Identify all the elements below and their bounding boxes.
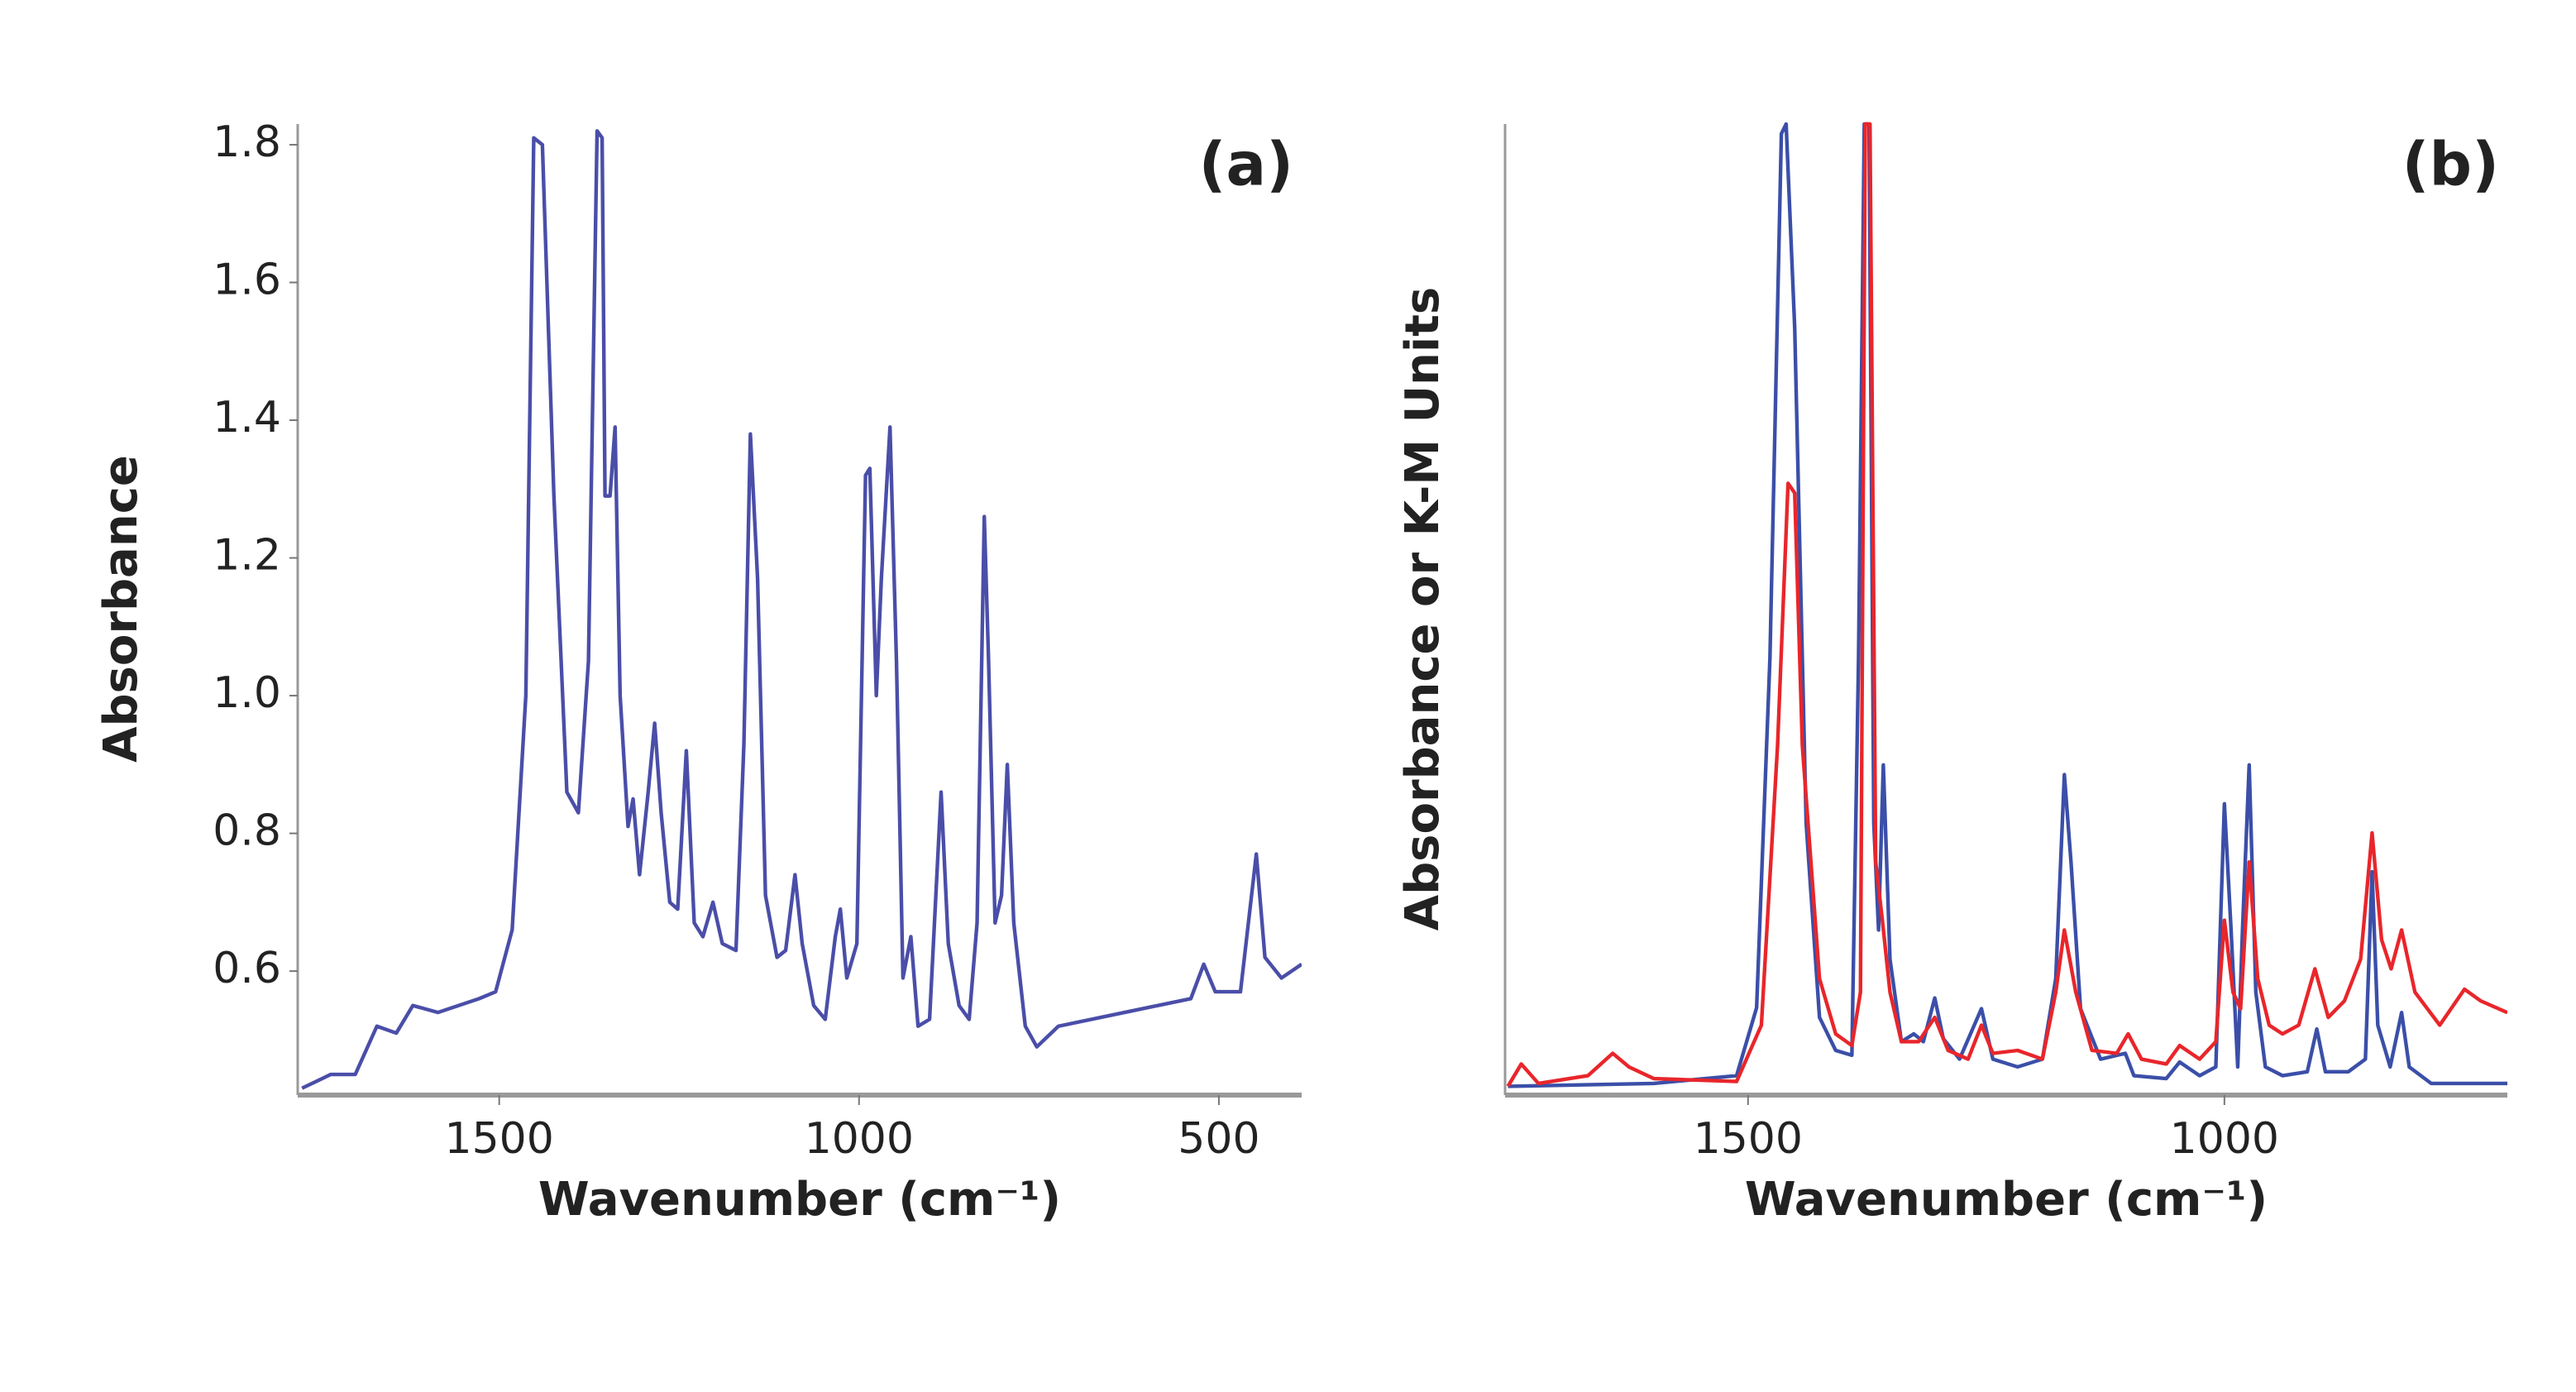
spectrum-line	[1506, 122, 2507, 1088]
x-tick-label: 1000	[805, 1114, 914, 1164]
x-tick-label: 500	[1178, 1114, 1259, 1164]
x-axis-label: Wavenumber (cm⁻¹)	[538, 1173, 1061, 1227]
y-tick-label: 0.6	[213, 944, 281, 993]
panel-title: (b)	[2402, 130, 2499, 199]
y-axis-label: Absorbance or K-M Units	[1396, 287, 1450, 930]
x-tick-label: 1500	[1694, 1114, 1803, 1164]
y-tick-label: 1.0	[213, 668, 281, 718]
y-tick-label: 1.4	[213, 393, 281, 442]
panel-title: (a)	[1199, 130, 1293, 199]
y-tick-label: 1.2	[213, 531, 281, 581]
chart-panel: 0.6 0.8 1.0 1.2 1.4 1.6 1.8 1500 1000 500 Wavenumb…	[94, 117, 1302, 1227]
spectrum-line	[1508, 122, 2507, 1088]
x-tick-label: 1500	[444, 1114, 553, 1164]
y-tick-label: 1.8	[213, 117, 281, 167]
y-tick-label: 1.6	[213, 256, 281, 305]
spectrum-line	[301, 129, 1302, 1090]
chart-panel: 1500 1000 Wavenumber (cm⁻¹) Absorbance or K…	[1396, 122, 2507, 1227]
y-axis-label: Absorbance	[94, 455, 148, 763]
y-tick-label: 0.8	[213, 806, 281, 856]
x-axis-label: Wavenumber (cm⁻¹)	[1745, 1173, 2268, 1227]
x-tick-label: 1000	[2170, 1114, 2279, 1164]
